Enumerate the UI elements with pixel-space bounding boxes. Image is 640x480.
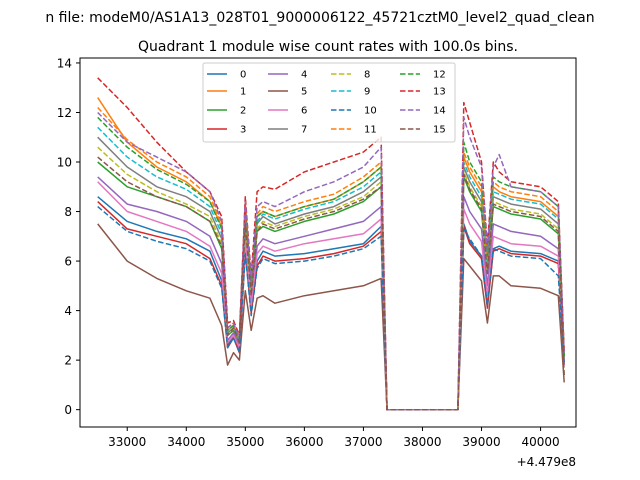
- y-tick-label: 2: [64, 354, 72, 368]
- legend-entry-11: 11: [331, 125, 377, 136]
- series-line-10: [97, 206, 565, 411]
- chart-title: Quadrant 1 module wise count rates with …: [138, 39, 518, 55]
- figure-suptitle: n file: modeM0/AS1A13_028T01_9000006122_…: [45, 10, 594, 26]
- y-tick-label: 0: [64, 403, 72, 417]
- y-tick-label: 8: [64, 205, 72, 219]
- series-line-14: [97, 111, 565, 411]
- x-axis-ticks: 33000 34000 35000 36000 37000 38000 39000 40000: [108, 427, 560, 449]
- legend-frame: [202, 62, 456, 143]
- legend-label: 2: [240, 106, 246, 117]
- y-tick-label: 6: [64, 255, 72, 269]
- legend-entry-10: 10: [331, 106, 377, 117]
- x-tick-label: 39000: [462, 435, 500, 449]
- x-tick-label: 40000: [521, 435, 559, 449]
- legend-label: 9: [364, 87, 370, 98]
- x-tick-label: 35000: [226, 435, 264, 449]
- legend-entry-5: 5: [268, 87, 307, 98]
- y-tick-label: 4: [64, 304, 72, 318]
- legend-label: 14: [433, 106, 446, 117]
- x-tick-label: 38000: [403, 435, 441, 449]
- legend-label: 1: [240, 87, 246, 98]
- legend-label: 0: [240, 70, 246, 81]
- legend-label: 11: [364, 125, 377, 136]
- legend-label: 3: [240, 125, 246, 136]
- legend-entry-7: 7: [268, 125, 307, 136]
- y-axis-ticks: 0 2 4 6 8 10 12 14: [57, 56, 80, 417]
- legend-entry-2: 2: [207, 106, 246, 117]
- legend-entry-14: 14: [400, 106, 446, 117]
- series-layer: [97, 77, 565, 411]
- legend-label: 15: [433, 125, 446, 136]
- legend-label: 8: [364, 70, 370, 81]
- legend-entry-9: 9: [331, 87, 370, 98]
- legend-entry-3: 3: [207, 125, 246, 136]
- legend-entry-4: 4: [268, 70, 307, 81]
- legend-label: 7: [301, 125, 307, 136]
- plot-area: 33000 34000 35000 36000 37000 38000 39000 40000…: [57, 56, 577, 469]
- series-line-6: [97, 181, 565, 411]
- y-tick-label: 10: [57, 156, 72, 170]
- legend-entry-8: 8: [331, 70, 370, 81]
- series-line-5: [97, 223, 565, 411]
- legend-label: 12: [433, 70, 446, 81]
- series-line-15: [97, 156, 565, 411]
- legend-entry-15: 15: [400, 125, 446, 136]
- axes-frame: [79, 57, 577, 428]
- legend-entry-12: 12: [400, 70, 446, 81]
- y-tick-label: 14: [57, 56, 72, 70]
- legend-entry-0: 0: [207, 70, 246, 81]
- legend-label: 13: [433, 87, 446, 98]
- legend-label: 10: [364, 106, 377, 117]
- x-tick-label: 34000: [167, 435, 205, 449]
- legend-entry-13: 13: [400, 87, 446, 98]
- legend-label: 6: [301, 106, 307, 117]
- legend-label: 4: [301, 70, 307, 81]
- x-tick-label: 36000: [285, 435, 323, 449]
- y-tick-label: 12: [57, 106, 72, 120]
- legend-entry-1: 1: [207, 87, 246, 98]
- x-axis-offset-label: +4.479e8: [517, 455, 576, 469]
- legend-entry-6: 6: [268, 106, 307, 117]
- x-tick-label: 37000: [344, 435, 382, 449]
- legend-label: 5: [301, 87, 307, 98]
- x-tick-label: 33000: [108, 435, 146, 449]
